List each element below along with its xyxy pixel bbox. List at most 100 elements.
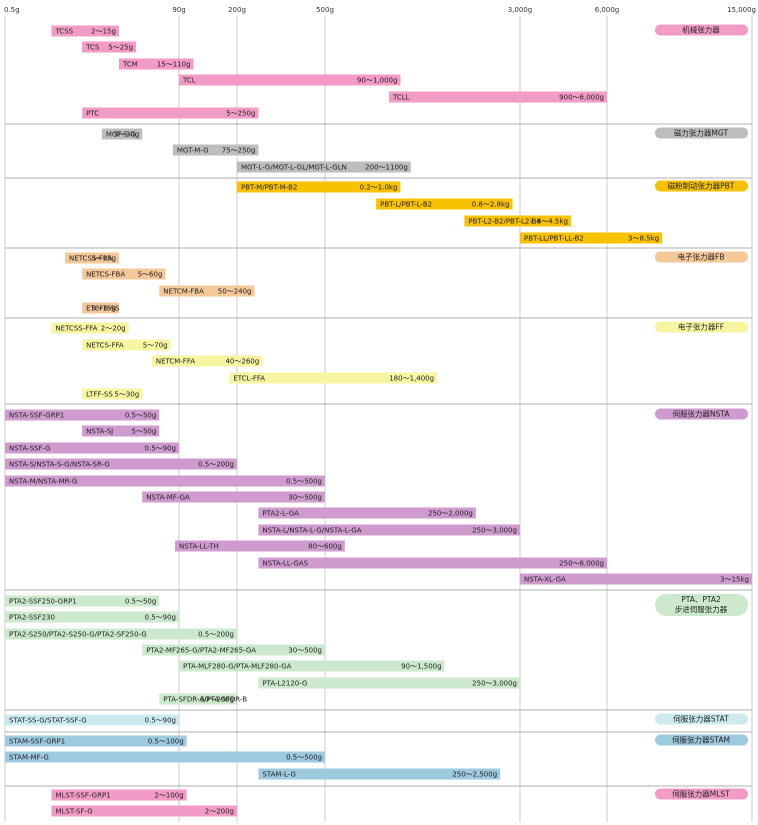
product-group: 电子张力器FF NETCSS-FFA 2～20g NETCS-FFA 5～70g NETC… — [5, 317, 752, 400]
bar-range-label: 90～1,000g — [357, 77, 397, 85]
range-bar — [388, 91, 607, 103]
bar-range-label: 5～60g — [138, 271, 163, 279]
bar-range-label: 0.5～200g — [198, 461, 234, 469]
range-bar — [159, 693, 237, 705]
bar-model-label: PTA2-SSF250-GRP1 — [9, 598, 77, 606]
range-bar — [159, 285, 255, 297]
range-bar — [5, 409, 160, 421]
product-group: 伺服张力器MLST MLST-SSF-GRP1 2～100g MLST-SF-G 2～2… — [5, 785, 752, 817]
bar-range-label: 50～240g — [218, 288, 252, 296]
x-tick-label: 500g — [316, 6, 334, 14]
bar-range-label: 0.5～90g — [145, 717, 176, 725]
x-tick-label: 6,000g — [595, 6, 619, 14]
bar-range-label: 200～1100g — [365, 164, 408, 172]
bar-range-label: 250～2,500g — [452, 771, 497, 779]
bar-range-label: 0.5～500g — [286, 754, 322, 762]
range-bar — [376, 198, 513, 210]
range-bar — [5, 628, 237, 640]
x-tick-label: 90g — [172, 6, 185, 14]
range-bar — [520, 573, 752, 585]
range-bar — [5, 714, 179, 726]
range-bar — [5, 442, 179, 454]
category-badge — [655, 713, 748, 725]
range-bar — [82, 41, 137, 53]
range-bar — [51, 322, 129, 334]
range-bar — [258, 557, 607, 569]
bar-model-label: NSTA-SJ — [86, 428, 113, 436]
bar-range-label: 1.8～4.5kg — [530, 218, 568, 226]
bar-range-label: 50～200g — [200, 696, 234, 704]
category-badge — [655, 408, 748, 420]
bar-model-label: NSTA-MF-GA — [146, 494, 190, 502]
bar-range-label: 0.5～100g — [148, 738, 184, 746]
bar-model-label: NSTA-M/NSTA-MR-G — [9, 478, 77, 486]
product-group: 磁力张力器MGT MGT-S-G9～30g MGT-M-G 75～250g MGT-L-… — [5, 123, 752, 173]
bar-model-label: LTFF-SS — [86, 391, 113, 399]
range-bar — [5, 611, 179, 623]
category-badge — [655, 180, 748, 192]
category-badge — [655, 127, 748, 139]
category-badge — [655, 734, 748, 746]
bar-model-label: NETCM-FBA — [163, 288, 204, 296]
bar-range-label: 5～25g — [108, 44, 133, 52]
bar-range-label: 3～8.5kg — [628, 235, 659, 243]
range-bar — [151, 355, 263, 367]
range-bar — [237, 161, 411, 173]
bar-range-label: 30～500g — [288, 494, 322, 502]
range-bar — [82, 107, 259, 119]
range-bar — [101, 128, 143, 140]
bar-range-label: 90～1,500g — [401, 663, 441, 671]
category-badge-label: 磁粉制动张力器PBT — [668, 181, 735, 191]
range-bar — [179, 74, 401, 86]
range-bar — [5, 475, 325, 487]
bar-model-label: MGT-L-G/MGT-L-GL/MGT-L-GLN — [241, 164, 347, 172]
product-groups: 机械张力器 TCSS 2～15g TCS 5～25g TCM 15～110g TCL 90～1,… — [5, 24, 752, 817]
range-bar — [172, 144, 259, 156]
bar-range-label: 5～50g — [131, 428, 156, 436]
bar-model-label: STAM-MF-G — [9, 754, 49, 762]
bar-model-label: NETCSS-FFA — [55, 325, 97, 333]
range-bar — [51, 789, 187, 801]
range-bar — [5, 595, 160, 607]
bar-range-label: 3～15g — [91, 255, 116, 263]
bar-model-label: STAM-L-G — [262, 771, 296, 779]
bar-model-label: NSTA-S/NSTA-S-G/NSTA-SR-G — [9, 461, 110, 469]
product-group: 伺服张力器STAT STAT-SS-G/STAT-SSF-G 0.5～90g — [5, 709, 752, 726]
category-badge — [655, 594, 748, 616]
bar-range-label: 2～20g — [101, 325, 126, 333]
range-bar — [464, 215, 571, 227]
range-bar — [142, 644, 325, 656]
bar-range-label: 0.2～1.0kg — [360, 184, 398, 192]
bar-model-label: PBT-M/PBT-M-B2 — [241, 184, 297, 192]
range-bar — [258, 524, 520, 536]
bar-model-label: ETCFB-SS — [86, 305, 120, 313]
bar-model-label: PTA2-MF265-G/PTA2-MF265-GA — [146, 647, 256, 655]
bar-range-label: 900～6,000g — [559, 94, 604, 102]
product-group: 伺服张力器NSTA NSTA-SSF-GRP1 0.5～50g NSTA-SJ 5～50… — [5, 403, 752, 585]
category-badge — [655, 321, 748, 333]
bar-model-label: TCL — [182, 77, 196, 85]
bar-model-label: STAM-SSF-GRP1 — [9, 738, 65, 746]
bar-range-label: 250～6,000g — [559, 560, 604, 568]
bar-range-label: 5～30g — [114, 391, 139, 399]
category-badge-label: 机械张力器 — [682, 25, 720, 35]
range-bar — [118, 58, 194, 70]
range-bar — [65, 252, 119, 264]
bar-model-label: NSTA-SSF-G — [9, 445, 51, 453]
bar-model-label: TCLL — [392, 94, 410, 102]
bar-model-label: PTA2-S250/PTA2-S250-G/PTA2-SF250-G — [9, 631, 147, 639]
product-group: 机械张力器 TCSS 2～15g TCS 5～25g TCM 15～110g TCL 90～1,… — [51, 24, 748, 119]
bar-model-label: MLST-SF-G — [55, 808, 92, 816]
x-tick-label: 3,000g — [508, 6, 532, 14]
bar-model-label: ETCL-FFA — [233, 375, 265, 383]
bar-model-label: PBT-LL/PBT-LL-B2 — [524, 235, 584, 243]
bar-range-label: 15～110g — [157, 61, 191, 69]
range-bar — [237, 181, 401, 193]
category-badge-label: 电子张力器FF — [678, 322, 724, 332]
category-badge-label: 伺服张力器MLST — [672, 789, 730, 799]
category-badge-label: 电子张力器FB — [678, 252, 725, 262]
bar-model-label: NETCS-FBA — [86, 271, 125, 279]
bar-model-label: PTC — [86, 110, 99, 118]
range-bar — [175, 540, 345, 552]
